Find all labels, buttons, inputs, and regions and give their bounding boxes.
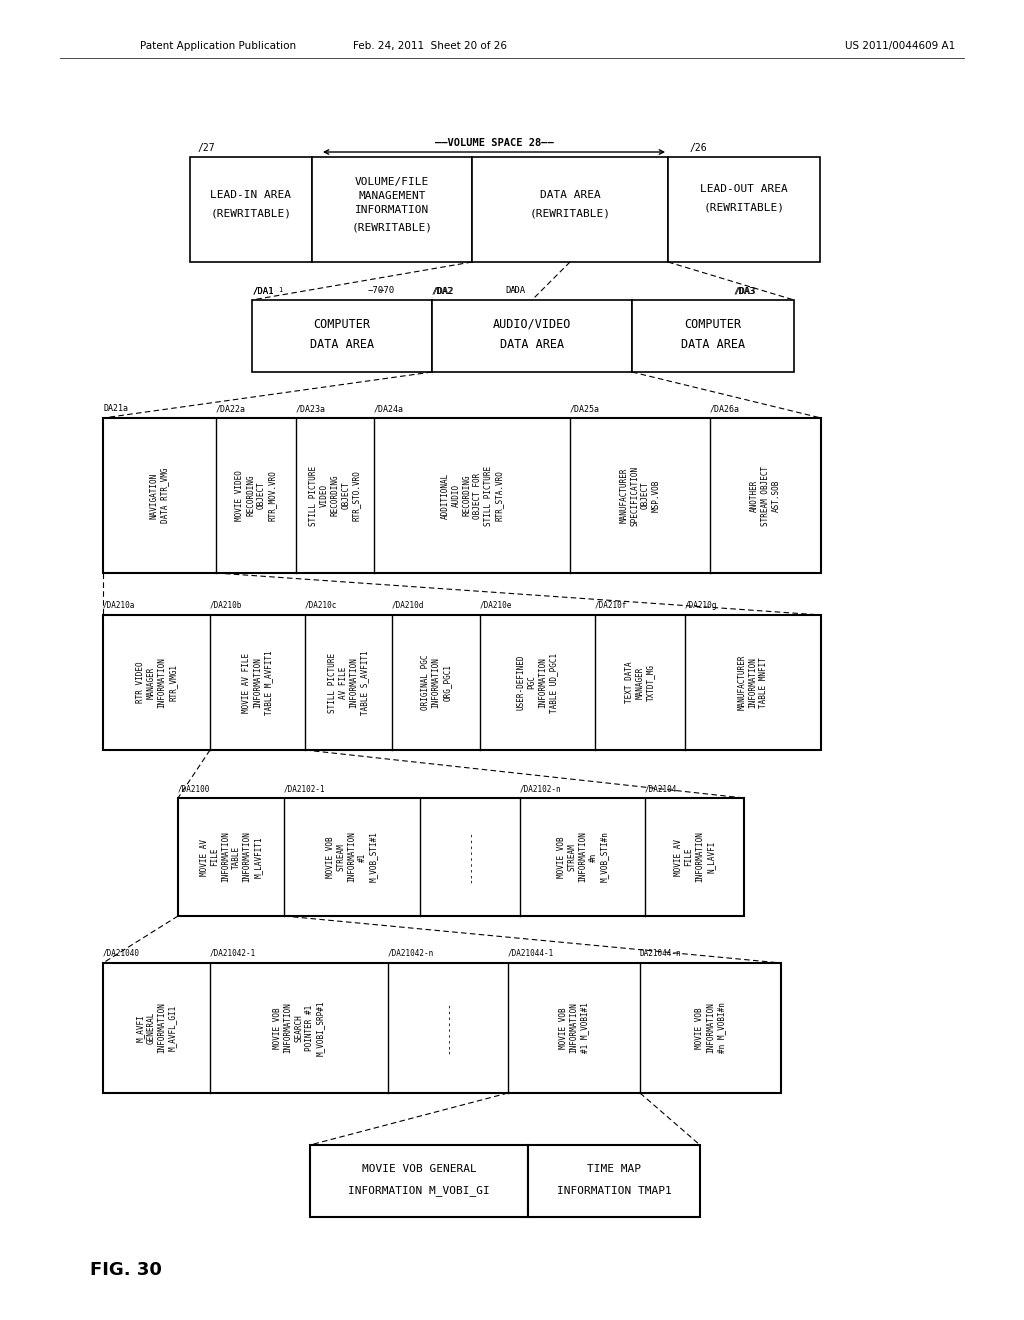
Text: COMPUTER: COMPUTER <box>313 318 371 330</box>
Text: /DA2102-1: /DA2102-1 <box>284 784 326 793</box>
Text: /DA210a: /DA210a <box>103 601 135 610</box>
Text: /DA23a: /DA23a <box>296 404 326 413</box>
Bar <box>178 799 744 916</box>
Text: MOVIE VOB
INFORMATION
#1 M_VOBI#1: MOVIE VOB INFORMATION #1 M_VOBI#1 <box>559 1003 589 1053</box>
Bar <box>472 157 668 261</box>
Bar <box>103 418 821 573</box>
Text: MOVIE VOB
STREAM
INFORMATION
#1
M_VOB_STI#1: MOVIE VOB STREAM INFORMATION #1 M_VOB_ST… <box>326 832 378 883</box>
Text: MOVIE VOB
INFORMATION
#n M_VOBI#n: MOVIE VOB INFORMATION #n M_VOBI#n <box>695 1003 726 1053</box>
Text: TEXT DATA
MANAGER
TXTDT_MG: TEXT DATA MANAGER TXTDT_MG <box>625 661 655 704</box>
Text: /DA21044-1: /DA21044-1 <box>508 949 554 958</box>
Text: FIG. 30: FIG. 30 <box>90 1261 162 1279</box>
Text: ---------: --------- <box>465 830 475 883</box>
Text: (REWRITABLE): (REWRITABLE) <box>211 209 292 218</box>
Text: MOVIE AV
FILE
INFORMATION
N_LAVFI: MOVIE AV FILE INFORMATION N_LAVFI <box>674 832 715 883</box>
Bar <box>432 300 632 372</box>
Text: INFORMATION: INFORMATION <box>355 205 429 215</box>
Text: US 2011/0044609 A1: US 2011/0044609 A1 <box>845 41 955 51</box>
Bar <box>103 615 821 750</box>
Text: MANAGEMENT: MANAGEMENT <box>358 191 426 201</box>
Text: MANUFACTURER
INFORMATION
TABLE MNFIT: MANUFACTURER INFORMATION TABLE MNFIT <box>737 655 768 710</box>
Text: /26: /26 <box>690 143 708 153</box>
Text: STILL PICTURE
VIDEO
RECORDING
OBJECT
RTR_STO.VRO: STILL PICTURE VIDEO RECORDING OBJECT RTR… <box>309 466 361 525</box>
Text: /DA210g: /DA210g <box>685 601 718 610</box>
Text: TIME MAP: TIME MAP <box>587 1164 641 1173</box>
Bar <box>668 157 820 261</box>
Text: MANUFACTURER
SPECIFICATION
OBJECT
MSP.VOB: MANUFACTURER SPECIFICATION OBJECT MSP.VO… <box>620 466 660 525</box>
Text: /DA1: /DA1 <box>253 286 274 294</box>
Text: −70: −70 <box>368 286 384 294</box>
Bar <box>632 300 794 372</box>
Text: MOVIE AV FILE
INFORMATION
TABLE M_AVFIT1: MOVIE AV FILE INFORMATION TABLE M_AVFIT1 <box>243 651 272 715</box>
Text: /DA2102-n: /DA2102-n <box>520 784 561 793</box>
Bar <box>310 1144 528 1217</box>
Text: DATA AREA: DATA AREA <box>500 338 564 351</box>
Text: /DA210b: /DA210b <box>210 601 243 610</box>
Bar <box>190 157 312 261</box>
Text: /DA210f: /DA210f <box>595 601 628 610</box>
Text: RTR VIDEO
MANAGER
INFORMATION
RTR_VMG1: RTR VIDEO MANAGER INFORMATION RTR_VMG1 <box>136 657 177 708</box>
Text: DATA AREA: DATA AREA <box>310 338 374 351</box>
Text: DATA AREA: DATA AREA <box>540 190 600 201</box>
Bar <box>528 1144 700 1217</box>
Bar <box>312 157 472 261</box>
Text: /DA3: /DA3 <box>735 286 757 294</box>
Text: /DA1: /DA1 <box>253 286 274 294</box>
Text: −70: −70 <box>379 286 395 294</box>
Text: ADDITIONAL
AUDIO
RECORDING
OBJECT FOR
STILL PICTURE
RTR_STA.VRO: ADDITIONAL AUDIO RECORDING OBJECT FOR ST… <box>440 466 504 525</box>
Text: ---------: --------- <box>443 1002 453 1055</box>
Text: USER-DEFINED
PGC
INFORMATION
TABLE UD_PGC1: USER-DEFINED PGC INFORMATION TABLE UD_PG… <box>517 652 558 713</box>
Text: (REWRITABLE): (REWRITABLE) <box>529 209 610 218</box>
Text: DA: DA <box>505 286 516 294</box>
Text: /DA21042-n: /DA21042-n <box>388 949 434 958</box>
Text: LEAD-OUT AREA: LEAD-OUT AREA <box>700 183 787 194</box>
Text: DA21a: DA21a <box>103 404 128 413</box>
Text: /DA2: /DA2 <box>432 286 454 294</box>
Text: INFORMATION TMAP1: INFORMATION TMAP1 <box>557 1185 672 1196</box>
Text: /DA3: /DA3 <box>734 286 756 294</box>
Text: /DA21040: /DA21040 <box>103 949 140 958</box>
Text: MOVIE VOB
STREAM
INFORMATION
#n
M_VOB_STI#n: MOVIE VOB STREAM INFORMATION #n M_VOB_ST… <box>556 832 608 883</box>
Text: (REWRITABLE): (REWRITABLE) <box>351 222 432 232</box>
Text: M_AVFI
GENERAL
INFORMATION
M_AVFL_GI1: M_AVFI GENERAL INFORMATION M_AVFL_GI1 <box>136 1003 177 1053</box>
Text: INFORMATION M_VOBI_GI: INFORMATION M_VOBI_GI <box>348 1185 489 1196</box>
Text: ’DA: ’DA <box>510 286 526 294</box>
Text: MOVIE AV
FILE
INFORMATION
TABLE
INFORMATION
M_LAVFIT1: MOVIE AV FILE INFORMATION TABLE INFORMAT… <box>200 832 262 883</box>
Text: VOLUME/FILE: VOLUME/FILE <box>355 177 429 187</box>
Text: NAVIGATION
DATA RTR_VMG: NAVIGATION DATA RTR_VMG <box>150 467 169 523</box>
Text: MOVIE VOB
INFORMATION
SEARCH
POINTER #1
M_VOBI_SRP#1: MOVIE VOB INFORMATION SEARCH POINTER #1 … <box>273 1001 325 1056</box>
Text: Patent Application Publication: Patent Application Publication <box>140 41 296 51</box>
Text: 1: 1 <box>278 286 283 293</box>
Text: COMPUTER: COMPUTER <box>684 318 741 330</box>
Text: /DA21042-1: /DA21042-1 <box>210 949 256 958</box>
Bar <box>103 964 781 1093</box>
Text: LEAD-IN AREA: LEAD-IN AREA <box>211 190 292 201</box>
Text: /DA210d: /DA210d <box>392 601 424 610</box>
Text: ——VOLUME SPACE 28——: ——VOLUME SPACE 28—— <box>434 139 553 148</box>
Text: MOVIE VIDEO
RECORDING
OBJECT
RTR_MOV.VRO: MOVIE VIDEO RECORDING OBJECT RTR_MOV.VRO <box>236 470 276 521</box>
Text: /DA26a: /DA26a <box>710 404 740 413</box>
Text: STILL PICTURE
AV FILE
INFORMATION
TABLE S_AVFIT1: STILL PICTURE AV FILE INFORMATION TABLE … <box>328 651 369 715</box>
Bar <box>252 300 432 372</box>
Text: MOVIE VOB GENERAL: MOVIE VOB GENERAL <box>361 1164 476 1173</box>
Text: DATA AREA: DATA AREA <box>681 338 745 351</box>
Text: /DA2100: /DA2100 <box>178 784 210 793</box>
Text: /DA22a: /DA22a <box>216 404 246 413</box>
Text: AUDIO/VIDEO: AUDIO/VIDEO <box>493 318 571 330</box>
Text: /DA210e: /DA210e <box>480 601 512 610</box>
Text: ANOTHER
STREAM OBJECT
AST.SOB: ANOTHER STREAM OBJECT AST.SOB <box>751 466 780 525</box>
Text: Feb. 24, 2011  Sheet 20 of 26: Feb. 24, 2011 Sheet 20 of 26 <box>353 41 507 51</box>
Text: /DA25a: /DA25a <box>570 404 600 413</box>
Text: DA21044-n: DA21044-n <box>640 949 682 958</box>
Text: /DA2104: /DA2104 <box>645 784 677 793</box>
Text: /27: /27 <box>198 143 216 153</box>
Text: (REWRITABLE): (REWRITABLE) <box>703 202 784 213</box>
Text: ORIGINAL PGC
INFORMATION
ORG_PGC1: ORIGINAL PGC INFORMATION ORG_PGC1 <box>421 655 452 710</box>
Text: /DA24a: /DA24a <box>374 404 404 413</box>
Text: /DA210c: /DA210c <box>305 601 337 610</box>
Text: /DA2: /DA2 <box>433 286 455 294</box>
